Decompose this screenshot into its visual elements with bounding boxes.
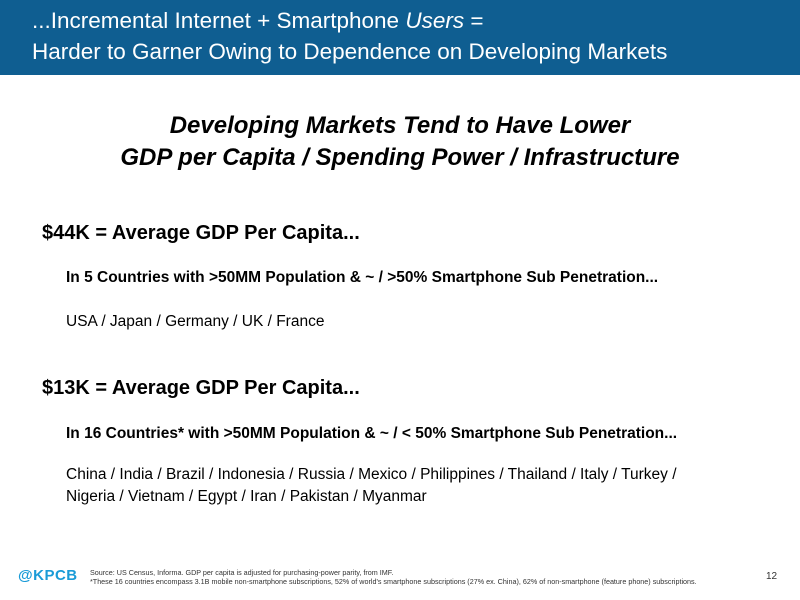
- developed-criteria: In 5 Countries with >50MM Population & ~…: [66, 269, 659, 286]
- developing-criteria: In 16 Countries* with >50MM Population &…: [66, 425, 678, 442]
- source-note: Source: US Census, Informa. GDP per capi…: [90, 568, 394, 577]
- page-number: 12: [766, 571, 778, 582]
- developing-country-list-line-1: China / India / Brazil / Indonesia / Rus…: [66, 466, 677, 483]
- header-title-line-2: Harder to Garner Owing to Dependence on …: [32, 39, 668, 64]
- developed-gdp-headline: $44K = Average GDP Per Capita...: [42, 222, 360, 244]
- subtitle-line-2: GDP per Capita / Spending Power / Infras…: [120, 144, 680, 171]
- header-title-suffix: =: [464, 8, 484, 33]
- header-title-line-1: ...Incremental Internet + Smartphone Use…: [32, 8, 484, 34]
- header-title-text: ...Incremental Internet + Smartphone: [32, 8, 406, 33]
- kpcb-logo: @KPCB: [18, 567, 78, 584]
- footnote: *These 16 countries encompass 3.1B mobil…: [90, 577, 697, 586]
- header-title-emphasis: Users: [405, 8, 465, 33]
- developing-gdp-headline: $13K = Average GDP Per Capita...: [42, 377, 360, 399]
- developing-country-list-line-2: Nigeria / Vietnam / Egypt / Iran / Pakis…: [66, 488, 427, 505]
- developed-country-list: USA / Japan / Germany / UK / France: [66, 313, 325, 330]
- subtitle-line-1: Developing Markets Tend to Have Lower: [169, 112, 631, 139]
- slide-header: ...Incremental Internet + Smartphone Use…: [0, 0, 800, 75]
